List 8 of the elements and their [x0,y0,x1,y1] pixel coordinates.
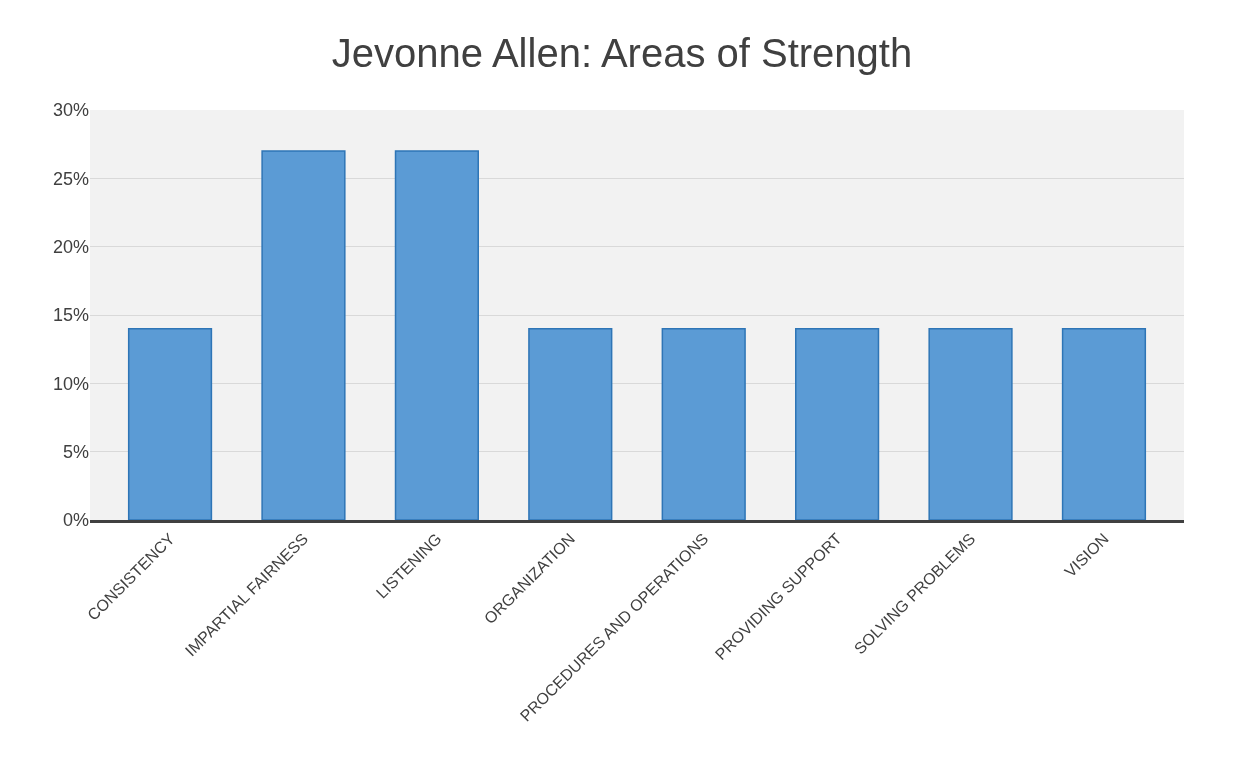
y-tick-label: 10% [52,373,89,394]
y-tick-label: 25% [52,168,89,189]
chart-title: Jevonne Allen: Areas of Strength [331,30,913,75]
y-tick-label: 15% [52,305,89,326]
y-tick-label: 30% [52,100,89,121]
y-tick-label: 5% [62,441,89,462]
y-tick-label: 0% [62,510,89,531]
y-tick-label: 20% [52,236,89,257]
